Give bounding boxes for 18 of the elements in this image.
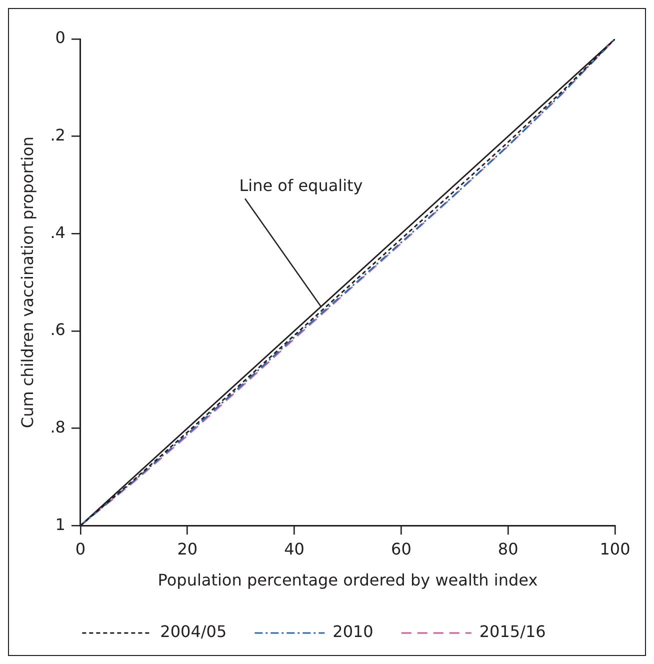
- y-tick-label: .6: [50, 320, 66, 340]
- x-tick-label: 80: [498, 539, 518, 558]
- x-tick-label: 40: [284, 539, 304, 558]
- x-tick-label: 20: [177, 539, 198, 558]
- legend-label: 2010: [332, 622, 374, 642]
- y-tick-label: 1: [55, 514, 66, 534]
- x-tick-label: 0: [75, 539, 86, 558]
- y-axis-title: Cum children vaccination proportion: [18, 136, 37, 428]
- annotation: Line of equality: [239, 176, 363, 195]
- y-tick-label: .2: [50, 125, 66, 144]
- y-tick-label: .8: [50, 417, 66, 436]
- y-tick-label: 0: [55, 28, 66, 48]
- y-tick-label: .4: [50, 222, 66, 242]
- x-tick-label: 60: [391, 539, 412, 558]
- x-tick-label: 100: [600, 539, 630, 558]
- legend-label: 2004/05: [160, 622, 227, 642]
- x-axis-title: Population percentage ordered by wealth index: [158, 570, 538, 590]
- legend-label: 2015/16: [479, 622, 546, 642]
